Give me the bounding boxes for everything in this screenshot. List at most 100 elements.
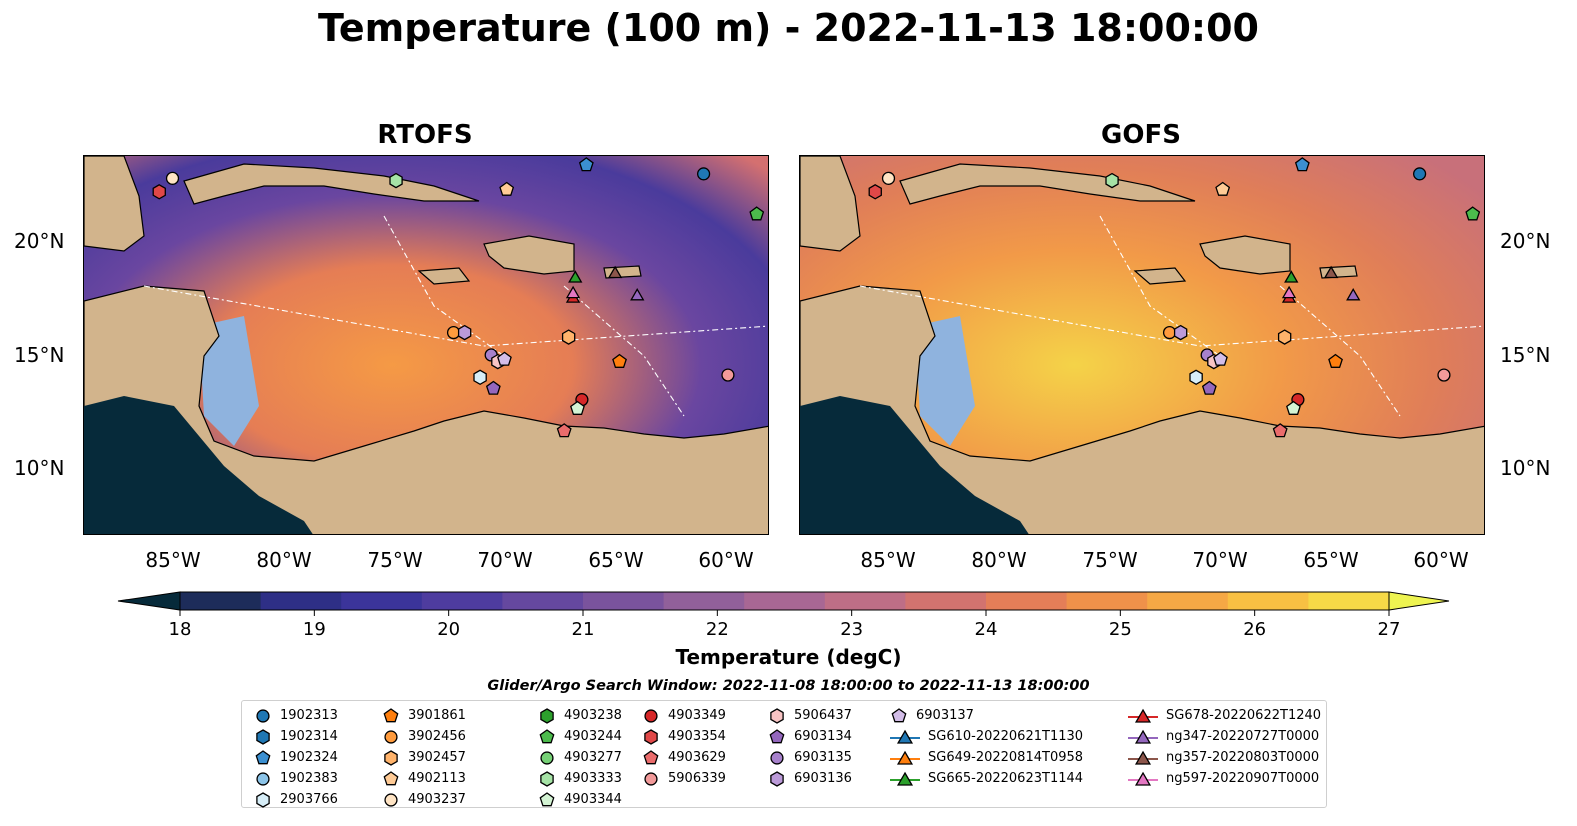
legend-triangle-icon (896, 750, 914, 765)
legend-triangle-icon (896, 729, 914, 744)
legend-item: 6903137 (890, 705, 1083, 726)
figure-title: Temperature (100 m) - 2022-11-13 18:00:0… (317, 6, 1259, 50)
legend-hexagon-icon (770, 707, 784, 724)
legend-column: 4903349 4903354 4903629 5906339 (642, 705, 726, 789)
legend-circle-icon (256, 708, 270, 723)
legend-marker-icon (1128, 771, 1158, 786)
marker-3902456 (1162, 325, 1177, 340)
rtofs-map-canvas (84, 156, 768, 534)
legend-hexagon-icon (644, 728, 658, 745)
legend-pentagon-icon (539, 791, 555, 806)
colorbar-segment (180, 592, 262, 610)
legend-marker-icon (256, 708, 270, 723)
legend-label: SG665-20220623T1144 (928, 771, 1084, 786)
colorbar-segment (583, 592, 665, 610)
legend-marker-icon (644, 708, 658, 723)
lat-label-15n-right: 15°N (1500, 343, 1551, 367)
colorbar-segment (744, 592, 826, 610)
legend-marker-icon (383, 770, 399, 785)
colorbar-tick-label: 26 (1243, 619, 1267, 640)
legend-label: 4903629 (668, 750, 726, 765)
deep-pacific-region (800, 396, 1029, 534)
marker-4903354 (868, 184, 882, 200)
map-panel-rtofs[interactable] (83, 155, 769, 535)
colorbar-label: Temperature (degC) (675, 645, 902, 669)
legend-marker-icon (540, 770, 554, 787)
legend-item: 1902324 (254, 747, 338, 768)
colorbar-segment (824, 592, 906, 610)
land-mass (1199, 235, 1291, 275)
legend-circle-icon (384, 729, 398, 744)
lon-label-70w-rtofs: 70°W (477, 548, 533, 572)
lon-label-85w-rtofs: 85°W (145, 548, 201, 572)
marker-6903134 (485, 380, 501, 395)
legend-marker-icon (539, 728, 555, 743)
legend-item: 4902113 (382, 768, 466, 789)
lon-label-70w-gofs: 70°W (1192, 548, 1248, 572)
legend-item: 1902313 (254, 705, 338, 726)
gofs-map-canvas (800, 156, 1484, 534)
legend-circle-icon (770, 750, 784, 765)
legend-label: ng597-20220907T0000 (1166, 771, 1320, 786)
legend-label: 3902457 (408, 750, 466, 765)
eez-line (1099, 215, 1221, 357)
marker-5906339 (721, 368, 735, 382)
colorbar-segment (341, 592, 423, 610)
marker-4903237 (881, 171, 896, 185)
eez-line (383, 215, 505, 357)
legend-label: 4903238 (564, 708, 622, 723)
legend-marker-icon (891, 707, 907, 722)
marker-4903333 (1105, 172, 1119, 189)
legend-marker-icon (770, 770, 784, 787)
marker-ng347-20220727T0000 (1346, 287, 1361, 301)
legend-label: 6903137 (916, 708, 974, 723)
legend-item: 4903277 (538, 747, 622, 768)
legend-item: 6903134 (768, 726, 852, 747)
legend-item: SG678-20220622T1240 (1128, 705, 1321, 726)
legend-item: 2903766 (254, 789, 338, 810)
legend-item: 1902314 (254, 726, 338, 747)
legend-circle-icon (644, 708, 658, 723)
colorbar-tick-label: 23 (840, 619, 864, 640)
legend-marker-icon (255, 749, 271, 764)
lon-label-60w-gofs: 60°W (1413, 548, 1469, 572)
marker-6903134 (1201, 380, 1217, 395)
colorbar-tick-label: 18 (168, 619, 192, 640)
colorbar-segment (986, 592, 1068, 610)
legend-hexagon-icon (540, 707, 554, 724)
legend-hexagon-icon (540, 770, 554, 787)
panel-title-rtofs: RTOFS (377, 120, 473, 150)
legend-label: SG649-20220814T0958 (928, 750, 1084, 765)
marker-6903136 (457, 324, 472, 341)
lat-label-20n-right: 20°N (1500, 229, 1551, 253)
eez-line (1279, 285, 1401, 417)
legend-triangle-icon (896, 771, 914, 786)
colorbar-max-extend (1388, 591, 1450, 611)
legend-marker-icon (643, 749, 659, 764)
lat-label-15n-left: 15°N (14, 343, 65, 367)
marker-6903137 (497, 351, 512, 366)
legend-column: 6903137 SG610-20220621T1130 SG649-20220814… (890, 705, 1083, 789)
legend-circle-icon (540, 750, 554, 765)
lon-label-80w-rtofs: 80°W (256, 548, 312, 572)
legend-label: 5906339 (668, 771, 726, 786)
map-panel-gofs[interactable] (799, 155, 1485, 535)
legend-marker-icon (384, 729, 398, 744)
legend-item: 1902383 (254, 768, 338, 789)
marker-3902457 (561, 329, 576, 345)
legend-item: ng347-20220727T0000 (1128, 726, 1321, 747)
legend-triangle-icon (1134, 750, 1152, 765)
legend-item: 5906437 (768, 705, 852, 726)
land-mass (84, 156, 145, 252)
marker-ng357-20220803T0000 (607, 265, 623, 279)
colorbar-tick-label: 19 (302, 619, 326, 640)
legend-hexagon-icon (770, 770, 784, 787)
lon-label-60w-rtofs: 60°W (698, 548, 754, 572)
marker-ng357-20220803T0000 (1323, 265, 1339, 279)
legend-label: 6903136 (794, 771, 852, 786)
legend-circle-icon (256, 771, 270, 786)
marker-ng347-20220727T0000 (630, 287, 645, 301)
legend-label: 6903135 (794, 750, 852, 765)
shallow-shelf (915, 316, 975, 446)
marker-3901861 (612, 353, 627, 368)
